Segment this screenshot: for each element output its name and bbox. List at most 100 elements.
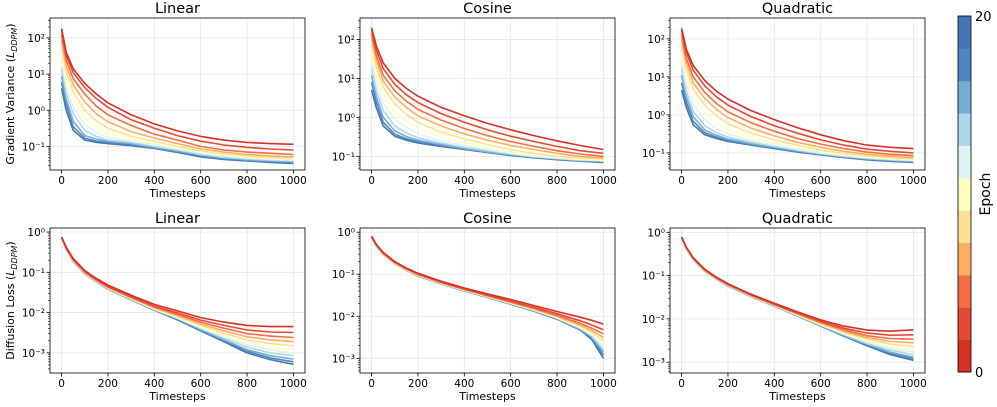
gridlines [50,18,305,170]
x-axis-label: Timesteps [768,187,826,200]
series-line-epoch-2 [680,236,914,336]
x-tick-label: 1000 [590,175,617,187]
series-line-epoch-10 [680,237,914,350]
series-line-epoch-4 [680,236,914,340]
colorbar-frame [957,15,972,373]
y-tick-label: 10⁻³ [22,348,45,360]
x-tick-label: 800 [237,378,257,390]
subplot-title: Linear [155,1,200,17]
series-line-epoch-0 [370,235,604,325]
series-line-epoch-8 [60,45,294,159]
x-tick-label: 400 [454,378,474,390]
series-line-epoch-0 [680,28,914,150]
colorbar-segment [958,48,971,82]
x-tick-label: 200 [98,175,118,187]
y-tick-label: 10⁻¹ [22,141,45,153]
subplot-title: Quadratic [762,211,833,227]
x-tick-label: 800 [547,175,567,187]
colorbar-label: Epoch [978,173,994,216]
gridlines [50,228,305,373]
series-line-epoch-2 [60,30,294,151]
series-line-epoch-18 [60,237,294,363]
x-tick-label: 600 [191,378,211,390]
colorbar-segment [958,113,971,146]
x-tick-label: 0 [678,378,685,390]
series-line-epoch-10 [60,237,294,351]
y-tick-label: 10² [27,33,45,45]
colorbar-segment [958,307,971,341]
y-tick-label: 10¹ [647,72,665,84]
series-line-epoch-6 [680,38,914,159]
series-line-epoch-12 [680,237,914,353]
x-tick-label: 600 [501,378,521,390]
x-axis-label: Timesteps [768,390,826,403]
series-lines [680,236,914,362]
subplot-bottom-linear: 0 200 400 600 800 1000 10⁻³ 10⁻² 10⁻¹ 10⁰ Linear Ti… [4,211,307,403]
colorbar-segment [958,177,971,211]
x-tick-label: 600 [811,378,831,390]
colorbar-segment [958,16,971,49]
y-tick-label: 10⁻¹ [332,151,355,163]
x-tick-label: 200 [718,175,738,187]
colorbar-segment [958,242,971,276]
y-tick-label: 10⁻² [22,308,45,320]
y-tick-label: 10⁰ [27,227,45,239]
series-line-epoch-4 [60,236,294,339]
series-line-epoch-2 [680,29,914,154]
x-tick-label: 1000 [280,378,307,390]
gridlines [360,228,615,373]
epoch-colorbar: 20 0 Epoch [957,10,994,381]
x-tick-label: 600 [501,175,521,187]
colorbar-segment [958,274,971,308]
series-line-epoch-8 [370,43,604,160]
subplot-bottom-cosine: 0 200 400 600 800 1000 10⁻³ 10⁻² 10⁻¹ 10⁰ Cosine Ti… [332,211,617,403]
x-axis-label: Timesteps [458,390,516,403]
series-line-epoch-14 [60,67,294,162]
x-tick-label: 600 [811,175,831,187]
y-tick-label: 10¹ [337,73,355,85]
series-line-epoch-6 [680,236,914,344]
x-tick-label: 1000 [900,175,927,187]
y-tick-label: 10² [647,34,665,46]
series-line-epoch-0 [60,28,294,146]
x-tick-label: 0 [58,175,65,187]
x-tick-label: 0 [368,378,375,390]
y-tick-label: 10⁻¹ [332,269,355,281]
y-tick-label: 10² [337,34,355,46]
x-tick-label: 600 [191,175,211,187]
subplot-title: Cosine [463,1,512,17]
y-tick-label: 10⁻¹ [642,271,665,283]
colorbar-segment [958,210,971,244]
axes-frame [669,227,926,374]
x-tick-label: 400 [764,175,784,187]
series-line-epoch-8 [60,236,294,347]
colorbar-segment [958,339,971,373]
subplot-top-cosine: 0 200 400 600 800 1000 10⁻¹ 10⁰ 10¹ 10² Cosine Time… [332,1,617,200]
series-line-epoch-8 [680,44,914,160]
series-line-epoch-16 [60,237,294,360]
subplot-bottom-quadratic: 0 200 400 600 800 1000 10⁻³ 10⁻² 10⁻¹ 10⁰ Quadrati… [642,211,927,403]
x-tick-label: 200 [718,378,738,390]
series-line-epoch-10 [680,51,914,161]
x-tick-label: 1000 [900,378,927,390]
series-lines [60,28,294,165]
subplot-top-quadratic: 0 200 400 600 800 1000 10⁻¹ 10⁰ 10¹ 10² Quadratic T… [642,1,927,200]
series-line-epoch-10 [370,236,604,345]
x-tick-label: 400 [764,378,784,390]
y-tick-label: 10⁻³ [642,357,665,369]
subplot-title: Linear [155,211,200,227]
x-tick-label: 800 [237,175,257,187]
x-tick-label: 400 [454,175,474,187]
x-tick-label: 800 [857,378,877,390]
colorbar-max-label: 20 [975,10,992,25]
series-lines [370,235,605,359]
y-tick-label: 10⁻¹ [22,267,45,279]
axes-frame [49,17,306,171]
x-tick-label: 200 [98,378,118,390]
y-axis-label: Diffusion Loss (LDDPM) [4,241,19,359]
series-lines [680,28,914,164]
x-tick-label: 0 [368,175,375,187]
x-tick-label: 800 [857,175,877,187]
y-tick-label: 10⁰ [647,110,665,122]
y-tick-label: 10⁰ [647,227,665,239]
